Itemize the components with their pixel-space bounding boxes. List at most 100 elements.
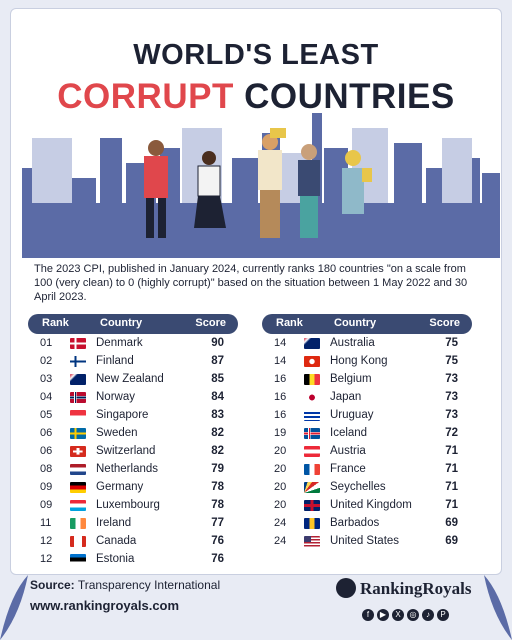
table-row: 20 Austria 71 bbox=[262, 442, 472, 460]
country-header: Country bbox=[100, 317, 143, 329]
score-cell: 78 bbox=[211, 481, 224, 493]
tiktok-icon[interactable]: ♪ bbox=[422, 609, 434, 621]
rank-cell: 03 bbox=[40, 373, 53, 385]
table-row: 03 New Zealand 85 bbox=[28, 370, 238, 388]
facebook-icon[interactable]: f bbox=[362, 609, 374, 621]
country-cell: Singapore bbox=[96, 409, 149, 421]
social-icons: f ▶ X ◎ ♪ P bbox=[362, 604, 452, 622]
score-cell: 82 bbox=[211, 427, 224, 439]
x-icon[interactable]: X bbox=[392, 609, 404, 621]
country-cell: France bbox=[330, 463, 366, 475]
no-flag-icon bbox=[70, 392, 86, 403]
table-row: 01 Denmark 90 bbox=[28, 334, 238, 352]
fr-flag-icon bbox=[304, 464, 320, 475]
rank-cell: 09 bbox=[40, 499, 53, 511]
table-body: 01 Denmark 90 02 Finland 87 03 New Zealand 85 04 N… bbox=[28, 334, 238, 568]
score-cell: 71 bbox=[445, 481, 458, 493]
description-text: The 2023 CPI, published in January 2024,… bbox=[34, 263, 468, 303]
table-row: 08 Netherlands 79 bbox=[28, 460, 238, 478]
at-flag-icon bbox=[304, 446, 320, 457]
fi-flag-icon bbox=[70, 356, 86, 367]
score-cell: 84 bbox=[211, 391, 224, 403]
country-cell: Germany bbox=[96, 481, 144, 493]
be-flag-icon bbox=[304, 374, 320, 385]
brand-name: RankingRoyals bbox=[360, 579, 472, 598]
score-cell: 69 bbox=[445, 517, 458, 529]
score-cell: 87 bbox=[211, 355, 224, 367]
score-cell: 83 bbox=[211, 409, 224, 421]
table-row: 12 Canada 76 bbox=[28, 532, 238, 550]
table-row: 14 Hong Kong 75 bbox=[262, 352, 472, 370]
rank-cell: 14 bbox=[274, 355, 287, 367]
score-cell: 75 bbox=[445, 355, 458, 367]
rank-cell: 04 bbox=[40, 391, 53, 403]
score-cell: 76 bbox=[211, 553, 224, 565]
score-header: Score bbox=[195, 317, 226, 329]
rank-cell: 09 bbox=[40, 481, 53, 493]
title-accent-word: CORRUPT bbox=[57, 77, 234, 116]
website-link[interactable]: www.rankingroyals.com bbox=[30, 598, 180, 613]
source-value: Transparency International bbox=[77, 578, 221, 592]
jp-flag-icon bbox=[304, 392, 320, 403]
country-cell: Switzerland bbox=[96, 445, 156, 457]
score-cell: 85 bbox=[211, 373, 224, 385]
pinterest-icon[interactable]: P bbox=[437, 609, 449, 621]
globe-icon bbox=[336, 578, 356, 598]
title-line-2: CORRUPT COUNTRIES bbox=[11, 77, 501, 117]
country-cell: Netherlands bbox=[96, 463, 159, 475]
rank-cell: 11 bbox=[40, 517, 52, 529]
leaf-decoration-left bbox=[0, 575, 28, 640]
sc-flag-icon bbox=[304, 482, 320, 493]
bb-flag-icon bbox=[304, 518, 320, 529]
country-cell: Ireland bbox=[96, 517, 132, 529]
youtube-icon[interactable]: ▶ bbox=[377, 609, 389, 621]
rank-cell: 19 bbox=[274, 427, 287, 439]
rank-cell: 20 bbox=[274, 445, 287, 457]
country-cell: New Zealand bbox=[96, 373, 164, 385]
rank-cell: 08 bbox=[40, 463, 53, 475]
table-row: 11 Ireland 77 bbox=[28, 514, 238, 532]
country-cell: Hong Kong bbox=[330, 355, 388, 367]
gb-flag-icon bbox=[304, 500, 320, 511]
country-cell: Luxembourg bbox=[96, 499, 160, 511]
rank-cell: 12 bbox=[40, 535, 53, 547]
rank-cell: 06 bbox=[40, 427, 53, 439]
se-flag-icon bbox=[70, 428, 86, 439]
country-cell: Japan bbox=[330, 391, 362, 403]
ee-flag-icon bbox=[70, 554, 86, 565]
sg-flag-icon bbox=[70, 410, 86, 421]
table-row: 12 Estonia 76 bbox=[28, 550, 238, 568]
source-label: Source: bbox=[30, 578, 75, 592]
au-flag-icon bbox=[304, 338, 320, 349]
rank-cell: 16 bbox=[274, 409, 287, 421]
rank-cell: 02 bbox=[40, 355, 53, 367]
nz-flag-icon bbox=[70, 374, 86, 385]
score-cell: 79 bbox=[211, 463, 224, 475]
score-cell: 73 bbox=[445, 373, 458, 385]
country-cell: Estonia bbox=[96, 553, 135, 565]
city-skyline-illustration bbox=[22, 113, 500, 258]
table-row: 20 France 71 bbox=[262, 460, 472, 478]
rank-cell: 20 bbox=[274, 481, 287, 493]
table-row: 20 Seychelles 71 bbox=[262, 478, 472, 496]
score-cell: 71 bbox=[445, 445, 458, 457]
country-cell: United States bbox=[330, 535, 400, 547]
ca-flag-icon bbox=[70, 536, 86, 547]
country-cell: Denmark bbox=[96, 337, 143, 349]
rank-cell: 05 bbox=[40, 409, 53, 421]
title-line-1: WORLD'S LEAST bbox=[133, 39, 379, 71]
table-row: 24 Barbados 69 bbox=[262, 514, 472, 532]
score-cell: 71 bbox=[445, 463, 458, 475]
instagram-icon[interactable]: ◎ bbox=[407, 609, 419, 621]
country-cell: Barbados bbox=[330, 517, 380, 529]
country-cell: Belgium bbox=[330, 373, 372, 385]
table-row: 14 Australia 75 bbox=[262, 334, 472, 352]
nl-flag-icon bbox=[70, 464, 86, 475]
title-main-word: COUNTRIES bbox=[244, 77, 455, 116]
score-cell: 72 bbox=[445, 427, 458, 439]
country-cell: Canada bbox=[96, 535, 137, 547]
country-cell: Australia bbox=[330, 337, 375, 349]
table-row: 09 Luxembourg 78 bbox=[28, 496, 238, 514]
ranking-table-right: Rank Country Score 14 Australia 75 14 Hong K… bbox=[262, 314, 472, 550]
infographic-card: WORLD'S LEAST CORRUPT COUNTRIES bbox=[10, 8, 502, 575]
